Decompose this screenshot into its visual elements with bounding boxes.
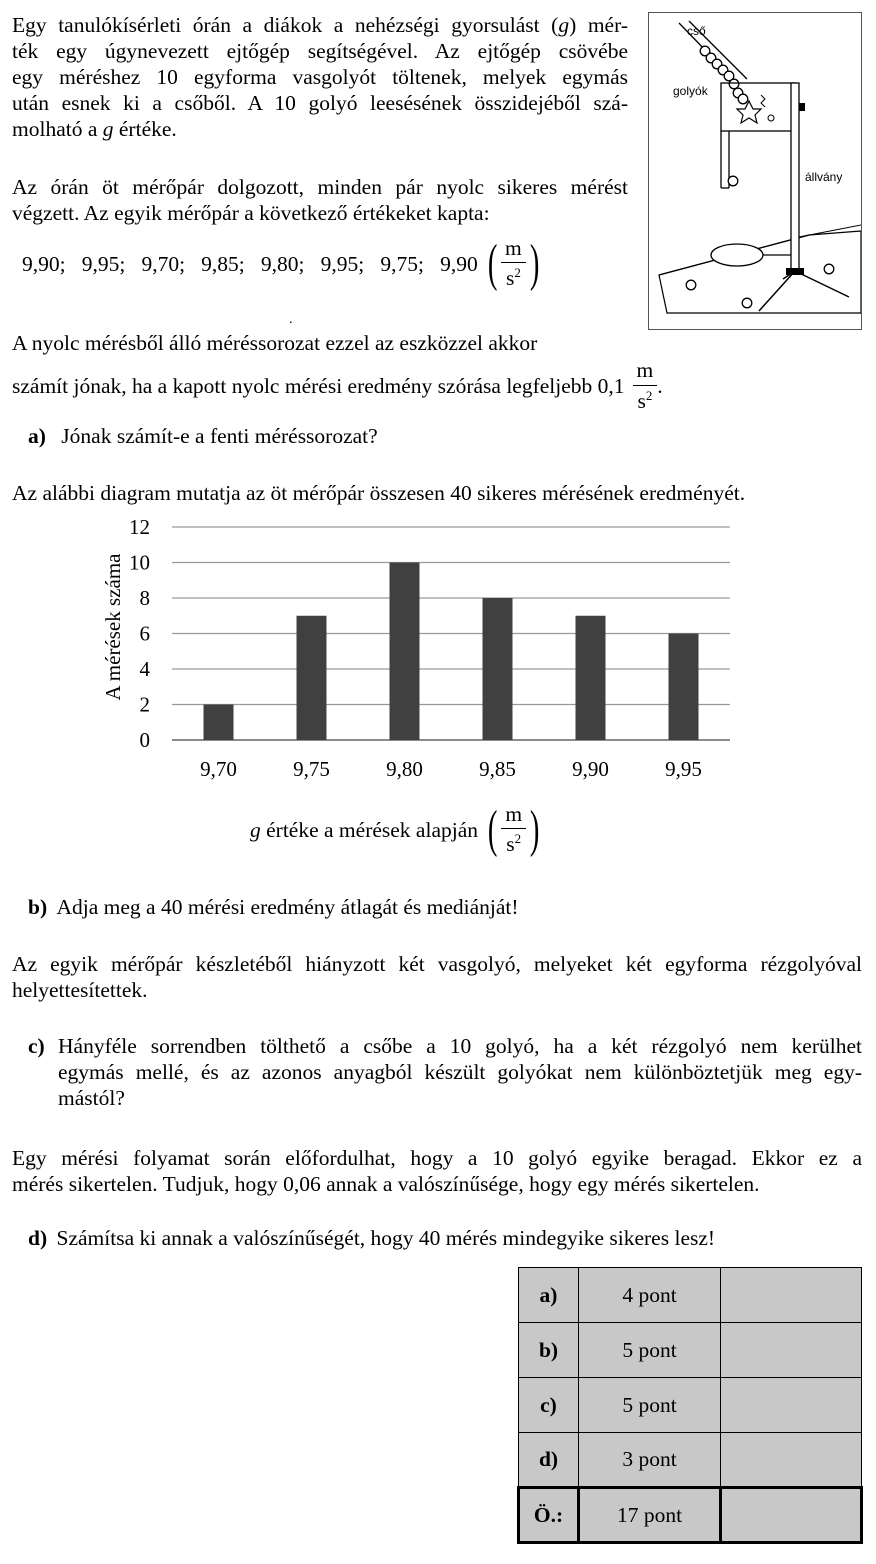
question-a-text: Jónak számít-e a fenti méréssorozat? (61, 424, 378, 448)
x-tick-label: 9,85 (479, 757, 516, 781)
question-b-text: Adja meg a 40 mérési eredmény átlagát és… (56, 895, 519, 919)
bar (668, 633, 699, 740)
values-text: 9,90; 9,95; 9,70; 9,85; 9,80; 9,95; 9,75… (22, 251, 478, 276)
score-total-points: 17 pont (577, 1486, 722, 1544)
bar (296, 615, 327, 740)
question-d-text: Számítsa ki annak a valószínűségét, hogy… (56, 1226, 716, 1250)
question-a: a) Jónak számít-e a fenti méréssorozat? (28, 424, 378, 449)
y-tick-label: 10 (129, 551, 150, 575)
xlabel-unit-exp: 2 (514, 831, 522, 847)
y-tick-label: 0 (140, 728, 151, 752)
criterion-unit-exp: 2 (645, 387, 653, 403)
pairs-line-1: Az órán öt mérőpár dolgozott, minden pár… (12, 175, 628, 199)
intro-line-3: egy méréshez 10 egyforma vasgolyót tölte… (12, 65, 628, 89)
score-row: c) 5 pont (518, 1377, 862, 1433)
apparatus-drawing: cső golyók állvány (658, 20, 862, 314)
measurement-bar-chart: 0 2 4 6 8 10 12 9,70 9,75 9,80 9,85 9,90 9,95 A mér… (101, 515, 730, 781)
bar (575, 615, 606, 740)
xlabel-unit-num: m (501, 803, 527, 830)
y-tick-label: 4 (140, 657, 151, 681)
bar (482, 598, 513, 740)
score-row-points: 5 pont (578, 1322, 721, 1378)
score-total-row: Ö.: 17 pont (517, 1486, 863, 1544)
score-row: d) 3 pont (518, 1432, 862, 1488)
criterion-unit-num: m (632, 359, 658, 386)
intro-line-2: ték egy úgynevezett ejtőgép segítségével… (12, 39, 628, 63)
criterion-line-1: A nyolc mérésből álló méréssorozat ezzel… (12, 331, 538, 355)
chart-xlabel-wrap: g értéke a mérések alapján ( m s2 ) (250, 798, 543, 862)
score-total-label: Ö.: (517, 1486, 580, 1544)
unit-ms2: ( m s2 ) (487, 235, 540, 292)
diagram-intro: Az alábbi diagram mutatja az öt mérőpár … (12, 481, 746, 505)
score-row-earned[interactable] (720, 1377, 862, 1433)
score-row: a) 4 pont (518, 1267, 862, 1323)
criterion-unit: m s2 (632, 359, 658, 413)
question-c-line-2: egymás mellé, és az azonos anyagból kész… (58, 1060, 862, 1084)
question-a-label: a) (28, 424, 46, 448)
score-row-points: 5 pont (578, 1377, 721, 1433)
score-row-label: b) (518, 1322, 579, 1378)
score-row-points: 4 pont (578, 1267, 721, 1323)
measured-values: 9,90; 9,95; 9,70; 9,85; 9,80; 9,95; 9,75… (22, 232, 543, 296)
score-row-label: c) (518, 1377, 579, 1433)
x-tick-label: 9,75 (293, 757, 330, 781)
xlabel-unit-den: s (506, 832, 515, 857)
score-row: b) 5 pont (518, 1322, 862, 1378)
x-tick-label: 9,90 (572, 757, 609, 781)
unit-num: m (501, 237, 526, 264)
y-tick-label: 8 (140, 586, 151, 610)
figure-label-stand: állvány (805, 170, 842, 184)
score-row-label: a) (518, 1267, 579, 1323)
figure-label-tube: cső (687, 24, 706, 38)
score-row-earned[interactable] (720, 1267, 862, 1323)
question-d: d) Számítsa ki annak a valószínűségét, h… (28, 1225, 715, 1251)
bar (389, 562, 420, 740)
unit-exp: 2 (514, 265, 521, 281)
score-row-label: d) (518, 1432, 579, 1488)
criterion-unit-den: s (637, 388, 646, 413)
y-tick-label: 12 (129, 515, 150, 539)
criterion-line-2: számít jónak, ha a kapott nyolc mérési e… (12, 373, 625, 398)
pairs-line-2: végzett. Az egyik mérőpár a következő ér… (12, 201, 490, 225)
missing-line-1: Az egyik mérőpár készletéből hiányzott k… (12, 952, 862, 976)
unit-den: s (505, 266, 515, 291)
score-table: a) 4 pont b) 5 pont c) 5 pont d) 3 pont … (517, 1267, 863, 1544)
chart-ylabel: A mérések száma (101, 553, 125, 701)
score-row-earned[interactable] (720, 1322, 862, 1378)
chart-xlabel-unit: ( m s2 ) (487, 801, 540, 858)
intro-line-1: Egy tanulókísérleti órán a diákok a nehé… (12, 13, 628, 37)
intro-line-4: után esnek ki a csőből. A 10 golyó leesé… (12, 91, 628, 115)
bar (203, 704, 234, 740)
figure-label-balls: golyók (673, 84, 709, 98)
chart-xlabel: g értéke a mérések alapján (250, 817, 479, 842)
criterion-line-2-wrap: számít jónak, ha a kapott nyolc mérési e… (12, 358, 663, 413)
question-c-label: c) (28, 1034, 45, 1058)
question-b-label: b) (28, 895, 48, 919)
dot-mark: . (289, 312, 293, 327)
intro-line-5: molható a g értéke. (12, 117, 177, 141)
x-tick-label: 9,70 (200, 757, 237, 781)
x-tick-label: 9,80 (386, 757, 423, 781)
question-c-line-3: mástól? (58, 1086, 125, 1110)
failure-line-2: mérés sikertelen. Tudjuk, hogy 0,06 anna… (12, 1172, 760, 1196)
drop-apparatus-figure: cső golyók állvány (648, 12, 862, 330)
score-total-earned[interactable] (719, 1486, 863, 1544)
score-row-earned[interactable] (720, 1432, 862, 1488)
question-b: b) Adja meg a 40 mérési eredmény átlagát… (28, 895, 519, 920)
question-d-label: d) (28, 1226, 48, 1250)
question-c-line-1: Hányféle sorrendben tölthető a csőbe a 1… (58, 1034, 862, 1058)
score-row-points: 3 pont (578, 1432, 721, 1488)
x-tick-label: 9,95 (665, 757, 702, 781)
failure-line-1: Egy mérési folyamat során előfordulhat, … (12, 1146, 862, 1170)
y-tick-label: 6 (140, 622, 151, 646)
y-tick-label: 2 (140, 693, 151, 717)
missing-line-2: helyettesítettek. (12, 978, 148, 1002)
